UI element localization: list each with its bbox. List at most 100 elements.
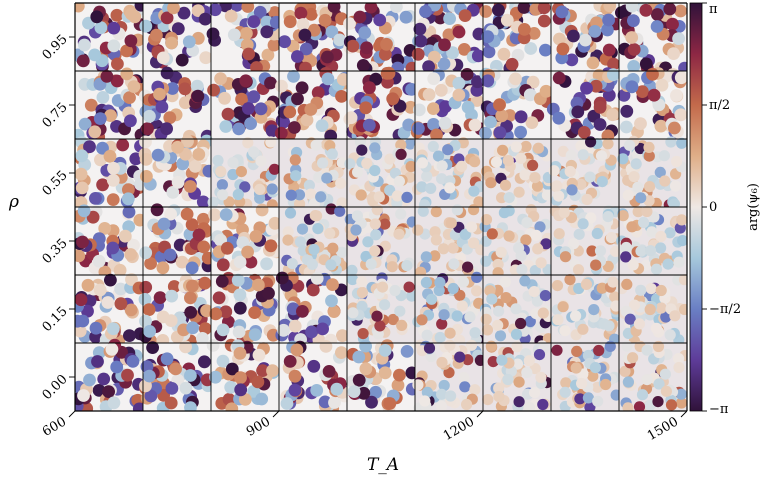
panel — [617, 135, 687, 211]
particle — [622, 189, 634, 201]
particle — [499, 276, 511, 288]
particle — [352, 166, 364, 178]
particle — [231, 273, 245, 287]
particle — [553, 228, 565, 240]
particle — [572, 264, 585, 276]
particle — [286, 258, 298, 270]
particle — [75, 181, 89, 195]
particle — [157, 217, 171, 231]
particle — [359, 101, 373, 115]
particle — [464, 311, 476, 323]
particle — [593, 344, 605, 357]
particle — [224, 380, 238, 394]
particle — [305, 325, 318, 339]
particle — [434, 276, 446, 289]
particle — [539, 290, 552, 302]
particle — [247, 90, 261, 104]
particle — [365, 258, 377, 270]
particle — [199, 51, 213, 65]
particle — [139, 153, 153, 166]
particle — [179, 381, 193, 395]
particle — [605, 232, 618, 244]
particle — [327, 242, 339, 254]
particle — [566, 184, 578, 196]
particle — [532, 243, 544, 255]
panel — [278, 3, 348, 75]
particle — [458, 371, 470, 384]
particle — [395, 148, 407, 160]
particle — [376, 281, 389, 293]
particle — [76, 54, 90, 68]
panel — [138, 274, 214, 348]
particle — [391, 190, 403, 202]
particle — [171, 22, 185, 36]
particle — [218, 91, 232, 105]
particle — [327, 305, 341, 318]
panel — [344, 204, 418, 276]
particle — [530, 229, 542, 241]
particle — [300, 113, 314, 127]
particle — [471, 75, 484, 89]
particle — [239, 181, 251, 193]
particle — [369, 218, 381, 230]
particle — [471, 285, 483, 297]
particle — [552, 71, 566, 85]
particle — [565, 149, 577, 161]
panel — [344, 136, 417, 209]
particle — [80, 402, 94, 411]
particle — [606, 108, 619, 122]
particle — [260, 15, 274, 29]
particle — [196, 332, 209, 345]
particle — [416, 157, 428, 169]
particle — [290, 170, 302, 182]
particle — [216, 323, 230, 337]
particle — [232, 122, 246, 136]
particle — [198, 322, 212, 335]
particle — [645, 283, 657, 295]
particle — [400, 345, 414, 358]
particle — [557, 301, 569, 313]
particle — [166, 186, 180, 199]
particle — [111, 57, 124, 71]
particle — [197, 240, 211, 254]
particle — [436, 388, 448, 400]
particle — [444, 339, 456, 351]
particle — [486, 228, 498, 240]
particle — [139, 246, 153, 260]
particle — [592, 68, 606, 82]
particle — [677, 235, 687, 247]
particle — [620, 104, 634, 118]
colorbar-tick-label: π/2 — [709, 98, 730, 113]
panel — [75, 3, 148, 73]
particle — [123, 114, 137, 128]
particle — [326, 278, 339, 291]
particle — [78, 38, 91, 52]
particle — [116, 138, 130, 152]
particle — [166, 82, 179, 95]
particle — [567, 29, 580, 43]
particle — [490, 156, 503, 168]
particle — [121, 368, 134, 382]
x-tick-label: 1200 — [441, 414, 477, 444]
particle — [295, 81, 309, 95]
particle — [679, 303, 687, 316]
particle — [412, 379, 424, 391]
particle — [143, 369, 156, 383]
particle — [208, 208, 221, 222]
panel — [75, 67, 148, 144]
particle — [181, 134, 194, 148]
particle — [632, 206, 644, 218]
particle — [556, 42, 570, 56]
particle — [334, 205, 346, 217]
particle — [414, 34, 428, 48]
particle — [335, 177, 347, 189]
particle — [118, 229, 132, 243]
particle — [619, 365, 631, 377]
particle — [602, 138, 614, 150]
particle — [625, 31, 639, 44]
particle — [663, 3, 677, 16]
particle — [379, 299, 391, 311]
particle — [183, 180, 197, 193]
particle — [413, 22, 427, 36]
particle — [102, 385, 115, 398]
